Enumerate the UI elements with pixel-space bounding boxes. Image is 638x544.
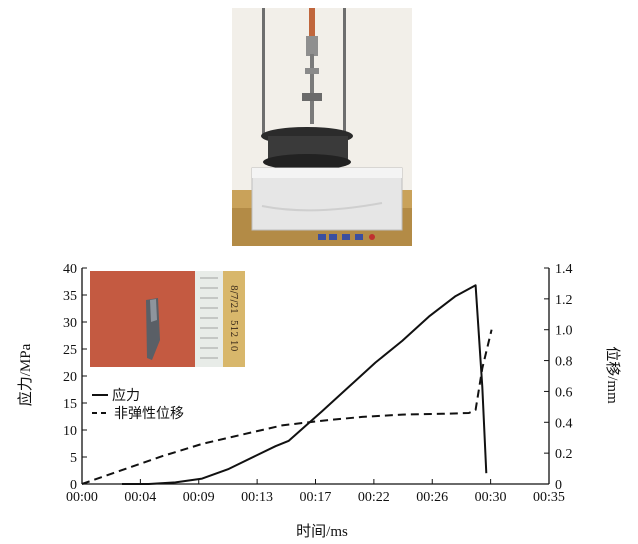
x-tick-label: 00:04: [124, 490, 156, 505]
y-tick-label: 25: [63, 343, 77, 358]
x-tick-label: 00:22: [358, 490, 390, 505]
y2-axis-title: 位移/mm: [604, 346, 621, 404]
legend: 应力 非弹性位移: [92, 387, 184, 422]
y-tick-label: 5: [70, 451, 77, 466]
y2-tick-label: 1.4: [555, 262, 573, 277]
series-line-stress: [122, 284, 488, 485]
y2-tick-label: 1.0: [555, 324, 573, 339]
x-tick-label: 00:35: [533, 490, 565, 505]
y2-tick-label: 0.4: [555, 416, 573, 431]
x-tick-label: 00:13: [241, 490, 273, 505]
y-tick-label: 10: [63, 424, 77, 439]
x-tick-label: 00:00: [66, 490, 98, 505]
legend-label-stress: 应力: [112, 387, 140, 404]
x-axis-title: 时间/ms: [296, 523, 348, 540]
inset-label-date: 8/7/21: [228, 285, 238, 314]
y-tick-label: 40: [63, 262, 77, 277]
y-tick-label: 15: [63, 397, 77, 412]
legend-label-displacement: 非弹性位移: [114, 406, 184, 422]
specimen-inset-photo: 8/7/21 512 10: [90, 271, 245, 367]
x-tick-label: 00:17: [300, 490, 332, 505]
y2-tick-label: 0.8: [555, 355, 573, 370]
x-tick-label: 00:26: [416, 490, 448, 505]
y2-tick-label: 0.2: [555, 447, 573, 462]
y2-tick-label: 1.2: [555, 293, 573, 308]
series-line-displacement: [81, 329, 493, 485]
y-tick-label: 20: [63, 370, 77, 385]
y-axis-title: 应力/MPa: [16, 343, 34, 406]
y2-tick-label: 0.6: [555, 385, 573, 400]
y-tick-label: 30: [63, 316, 77, 331]
apparatus-photo: [232, 8, 412, 246]
ticks: 00:00 00:04 00:09 00:13 00:17 00:22 00:26 00:30…: [63, 262, 573, 505]
x-tick-label: 00:09: [183, 490, 215, 505]
y2-tick-label: 0: [555, 478, 562, 493]
series-layer: [81, 284, 493, 485]
inset-label-number: 512 10: [228, 320, 238, 352]
x-tick-label: 00:30: [475, 490, 507, 505]
y-tick-label: 0: [70, 478, 77, 493]
y-tick-label: 35: [63, 289, 77, 304]
